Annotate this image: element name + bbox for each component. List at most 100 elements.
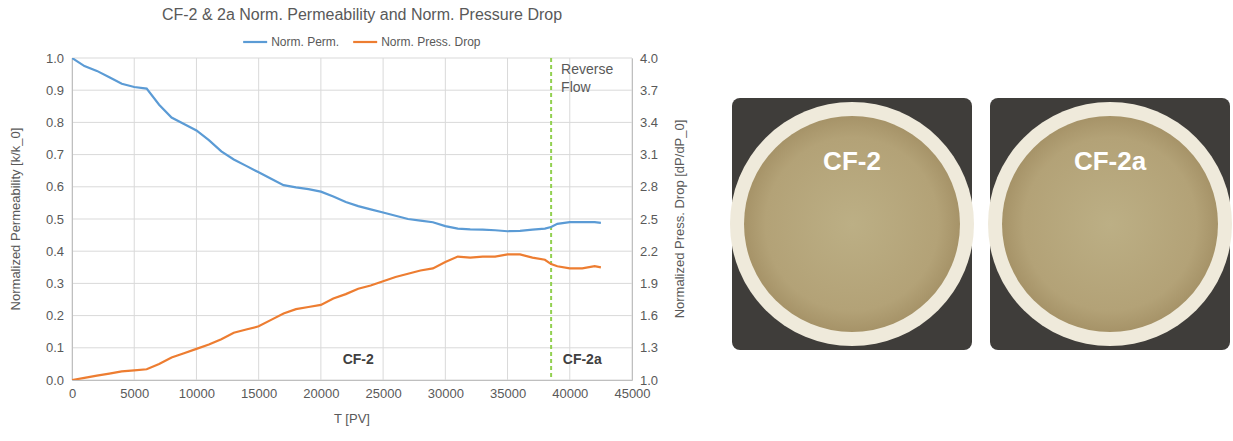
tick-label: 0.4	[46, 244, 64, 259]
tick: 0.4	[46, 244, 72, 259]
legend: Norm. Perm. Norm. Press. Drop	[243, 35, 481, 49]
tick: 5000	[120, 380, 149, 401]
core-face	[1002, 116, 1218, 332]
tick: 1.9	[632, 276, 658, 291]
tick-label: 3.7	[640, 83, 658, 98]
tick: 30000	[428, 380, 464, 401]
x-axis: 0 5000 10000 15000 20000 25000 30000 35000 40000…	[69, 380, 651, 401]
tick: 20000	[303, 380, 339, 401]
grid-line-y	[72, 58, 632, 59]
grid-line-y	[72, 251, 632, 252]
tick-label: 5000	[120, 386, 149, 401]
tick-label: 1.6	[640, 308, 658, 323]
tick-label: 0.7	[46, 147, 64, 162]
tick: 4.0	[632, 51, 658, 66]
tick-label: 0.1	[46, 340, 64, 355]
grid-line-y	[72, 186, 632, 187]
tick: 0.2	[46, 308, 72, 323]
photo-label: CF-2a	[1074, 146, 1147, 176]
x-axis-title: T [PV]	[334, 411, 370, 426]
grid-line-y	[72, 347, 632, 348]
series-line	[72, 254, 601, 380]
y2-axis: 1.0 1.3 1.6 1.9 2.2 2.5 2.8 3.1 3.4 3.7 4.0	[632, 51, 658, 388]
x-axis-line	[73, 380, 633, 381]
tick: 3.7	[632, 83, 658, 98]
tick-label: 1.9	[640, 276, 658, 291]
y-axis: 0.0 0.1 0.2 0.3 0.4 0.5 0.6 0.7 0.8 0.9 1.0	[46, 51, 73, 388]
tick-label: 3.1	[640, 147, 658, 162]
legend-swatch	[243, 41, 267, 43]
legend-label: Norm. Press. Drop	[381, 35, 481, 49]
grid-line-y	[72, 122, 632, 123]
grid-line-y	[72, 283, 632, 284]
tick: 3.4	[632, 115, 658, 130]
tick: 1.0	[46, 51, 72, 66]
annotation: CF-2a	[563, 351, 602, 367]
tick: 35000	[490, 380, 526, 401]
tick-label: 35000	[490, 386, 526, 401]
tick: 10000	[179, 380, 215, 401]
core-sleeve	[730, 102, 974, 346]
legend-label: Norm. Perm.	[271, 35, 339, 49]
y2-axis-title: Normalized Press. Drop [dP/dP_0]	[672, 120, 687, 319]
tick-label: 1.0	[640, 373, 658, 388]
tick-label: 1.0	[46, 51, 64, 66]
grid	[72, 58, 632, 380]
tick: 2.2	[632, 244, 658, 259]
tick-label: 0.5	[46, 212, 64, 227]
tick-label: 0.2	[46, 308, 64, 323]
tick: 25000	[366, 380, 402, 401]
tick-label: 10000	[179, 386, 215, 401]
canvas: CF-2 & 2a Norm. Permeability and Norm. P…	[0, 0, 1233, 441]
tick: 0.8	[46, 115, 72, 130]
tick: 1.6	[632, 308, 658, 323]
tick-label: 0.0	[46, 373, 64, 388]
tick: 2.5	[632, 212, 658, 227]
tick-label: 40000	[552, 386, 588, 401]
tick: 0.3	[46, 276, 72, 291]
grid-line-y	[72, 380, 632, 381]
tick-label: 0.9	[46, 83, 64, 98]
tick-label: 0	[69, 386, 76, 401]
y-axis-line	[72, 59, 73, 381]
tick-label: 25000	[366, 386, 402, 401]
grid-line-y	[72, 154, 632, 155]
reverse-flow-line	[550, 58, 552, 380]
tick-label: 2.2	[640, 244, 658, 259]
tick: 3.1	[632, 147, 658, 162]
legend-item: Norm. Press. Drop	[353, 35, 481, 49]
tick-label: 4.0	[640, 51, 658, 66]
series-line	[72, 58, 601, 231]
tick: 0.1	[46, 340, 72, 355]
legend-swatch	[353, 41, 377, 43]
legend-item: Norm. Perm.	[243, 35, 339, 49]
tick-label: 0.6	[46, 179, 64, 194]
tick: 0.9	[46, 83, 72, 98]
tick: 1.3	[632, 340, 658, 355]
y-axis-title: Normalized Permeability [k/k_0]	[8, 128, 23, 311]
tick: 0.5	[46, 212, 72, 227]
photo-label: CF-2	[823, 146, 881, 176]
tick-label: 2.8	[640, 179, 658, 194]
tick-label: 0.3	[46, 276, 64, 291]
grid-line-y	[72, 219, 632, 220]
tick: 15000	[241, 380, 277, 401]
y2-axis-line	[632, 59, 633, 381]
grid-line-x	[72, 58, 73, 380]
tick: 1.0	[632, 373, 658, 388]
annotation: CF-2	[343, 351, 374, 367]
tick-label: 3.4	[640, 115, 658, 130]
core-photo: CF-2a	[988, 98, 1232, 350]
tick-label: 20000	[303, 386, 339, 401]
annotation: ReverseFlow	[561, 61, 613, 95]
chart-title: CF-2 & 2a Norm. Permeability and Norm. P…	[162, 6, 562, 23]
core-sleeve	[988, 102, 1232, 346]
tick: 0.7	[46, 147, 72, 162]
tick-label: 15000	[241, 386, 277, 401]
plot-area	[72, 58, 601, 380]
tick: 0.6	[46, 179, 72, 194]
tick: 0.0	[46, 373, 72, 388]
grid-line-y	[72, 315, 632, 316]
tick-label: 30000	[428, 386, 464, 401]
tick-label: 0.8	[46, 115, 64, 130]
